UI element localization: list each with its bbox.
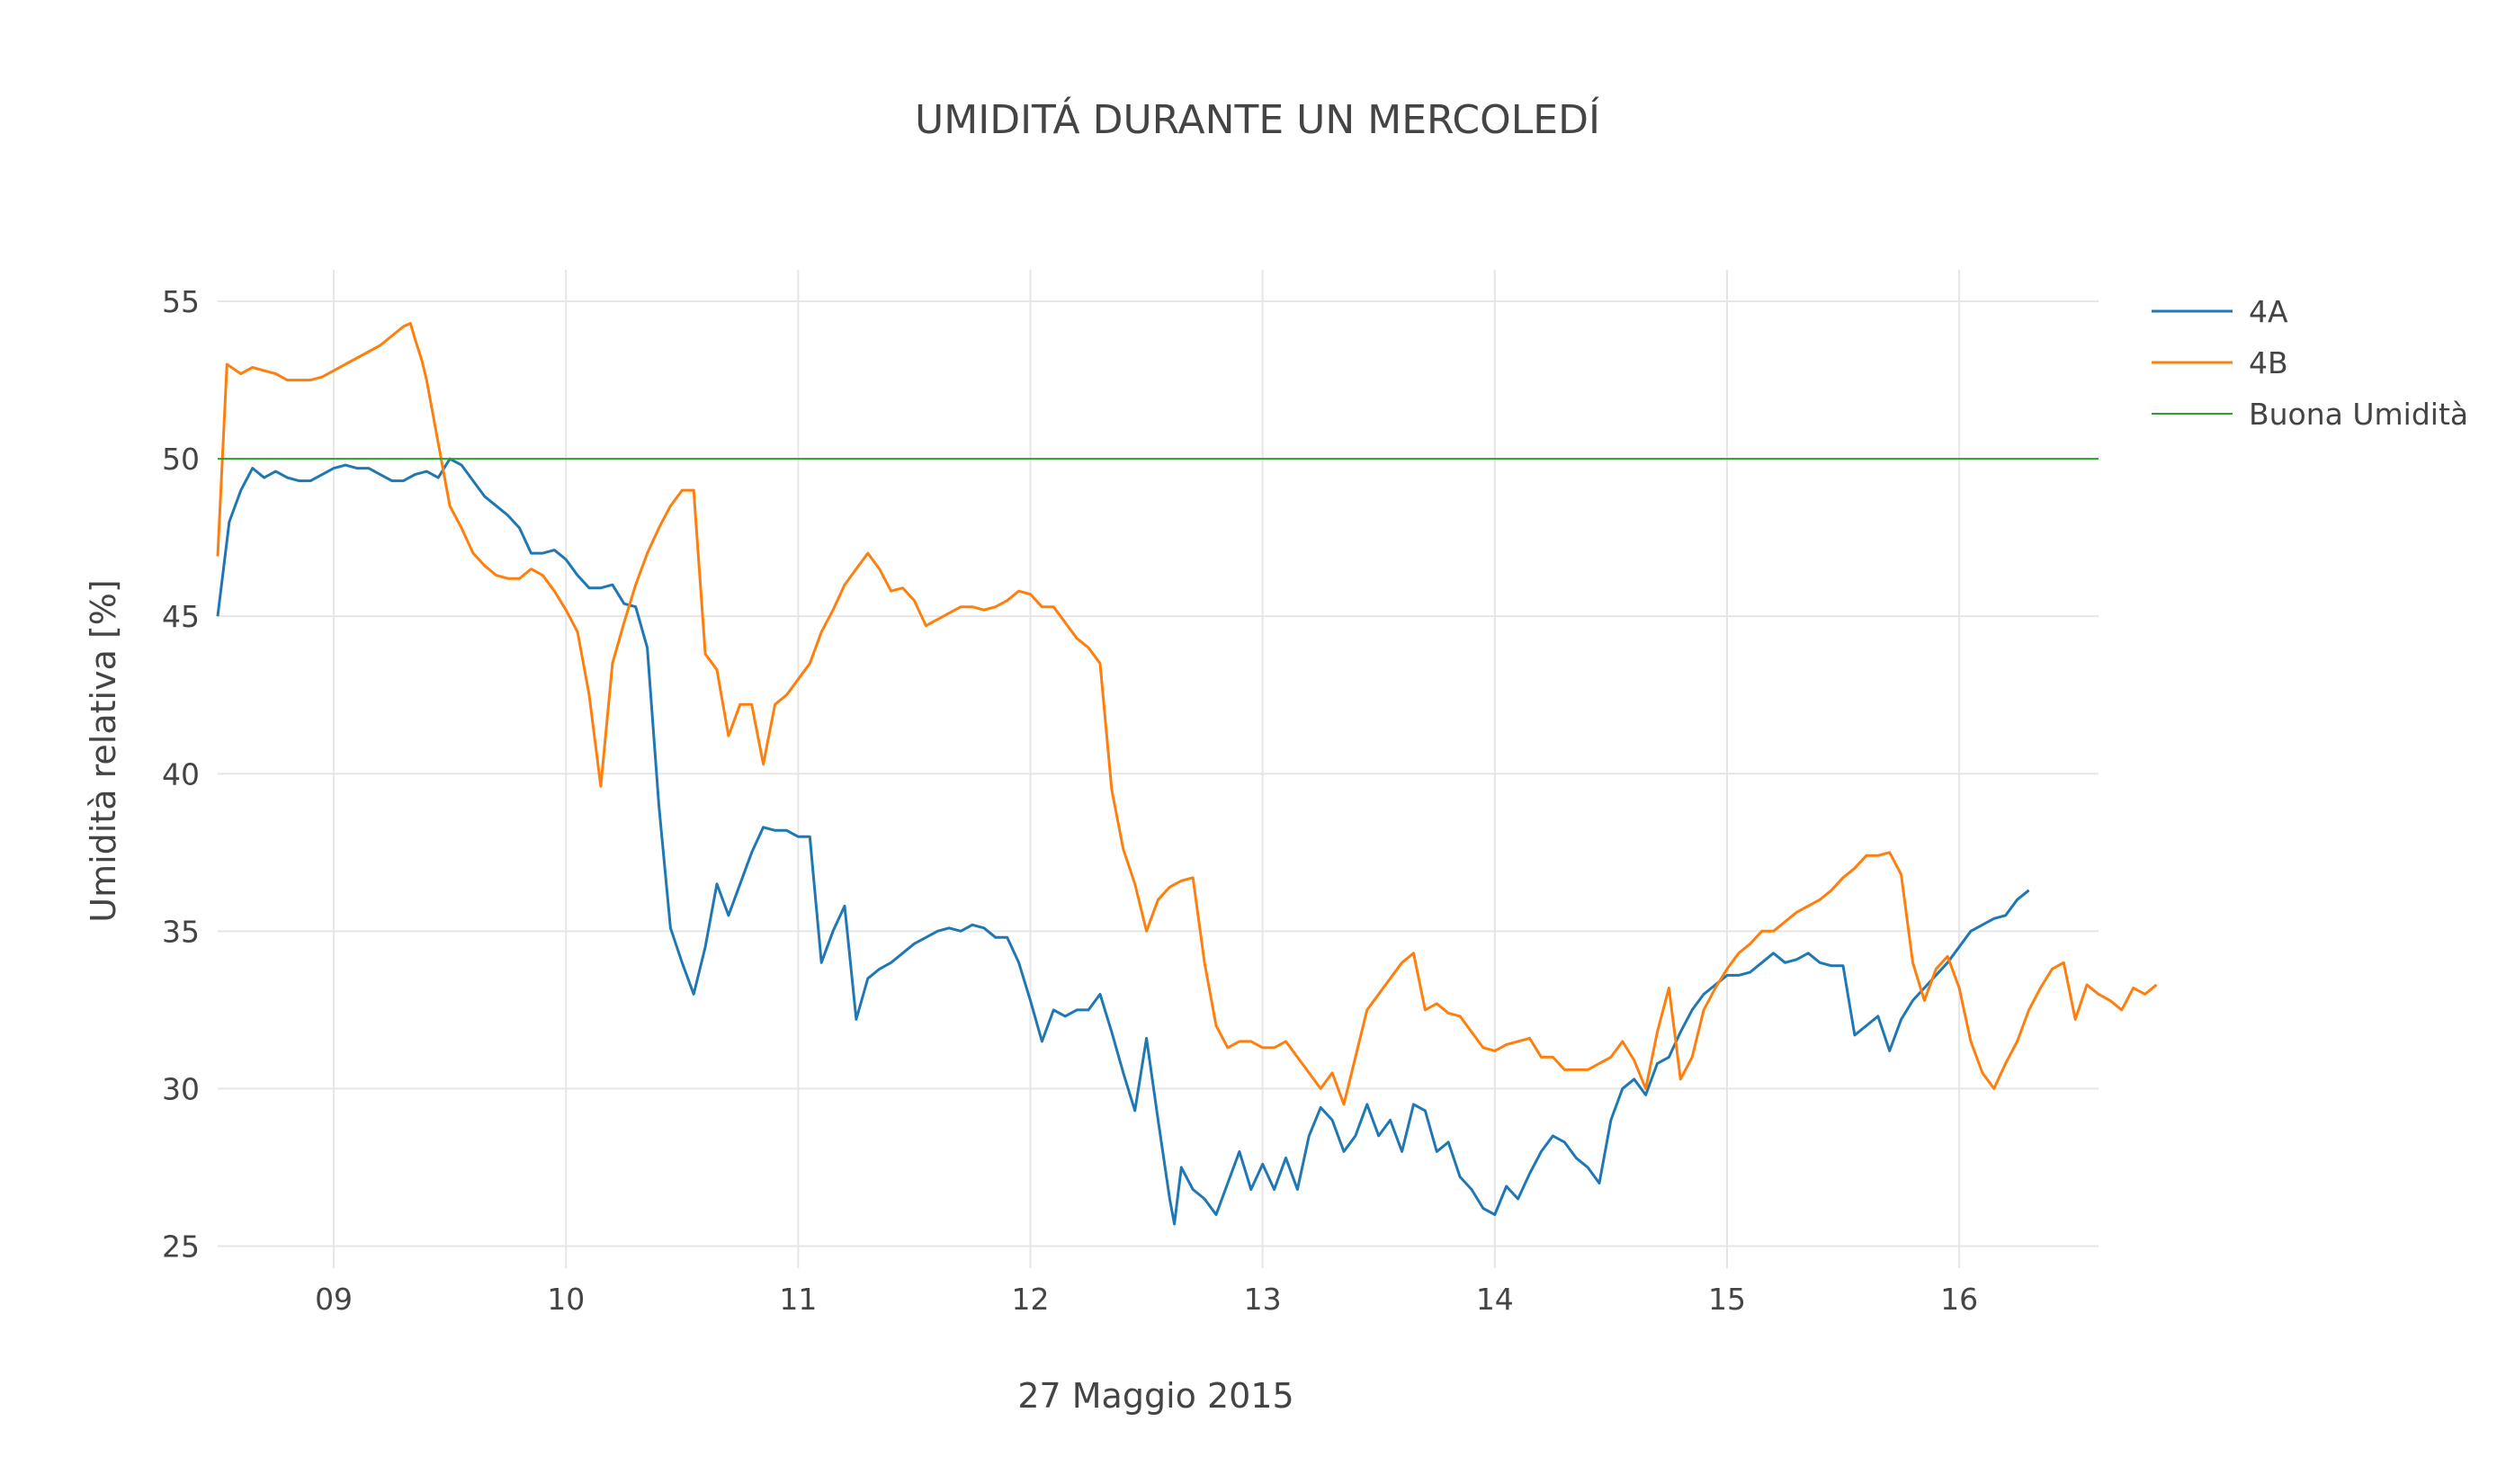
y-tick-label: 55 <box>162 284 200 319</box>
x-tick-label: 11 <box>779 1282 817 1317</box>
x-tick-label: 12 <box>1012 1282 1050 1317</box>
x-axis-title: 27 Maggio 2015 <box>1017 1376 1293 1416</box>
series-line-4a <box>216 457 2030 1226</box>
x-tick-label: 09 <box>315 1282 353 1317</box>
y-tick-label: 35 <box>162 914 200 949</box>
y-tick-label: 50 <box>162 442 200 477</box>
series-line-4b <box>216 322 2158 1106</box>
legend-label: Buona Umidità <box>2249 397 2468 432</box>
x-tick-label: 13 <box>1244 1282 1282 1317</box>
y-tick-label: 25 <box>162 1229 200 1264</box>
x-tick-label: 15 <box>1708 1282 1746 1317</box>
x-tick-label: 14 <box>1476 1282 1514 1317</box>
y-tick-label: 45 <box>162 599 200 634</box>
x-tick-label: 10 <box>547 1282 585 1317</box>
x-axis-ticks: 09 10 11 12 13 14 15 16 <box>315 1282 1978 1317</box>
legend-label: 4A <box>2249 294 2288 329</box>
y-axis-ticks: 25 30 35 40 45 50 55 <box>162 284 200 1264</box>
y-tick-label: 40 <box>162 756 200 791</box>
y-tick-label: 30 <box>162 1071 200 1106</box>
series-lines <box>216 322 2158 1226</box>
x-tick-label: 16 <box>1940 1282 1978 1317</box>
y-axis-title: Umidità relativa [%] <box>84 579 123 922</box>
legend: 4A 4B Buona Umidità <box>2152 294 2468 432</box>
chart-title: UMIDITÁ DURANTE UN MERCOLEDÍ <box>915 95 1600 143</box>
legend-label: 4B <box>2249 345 2288 380</box>
